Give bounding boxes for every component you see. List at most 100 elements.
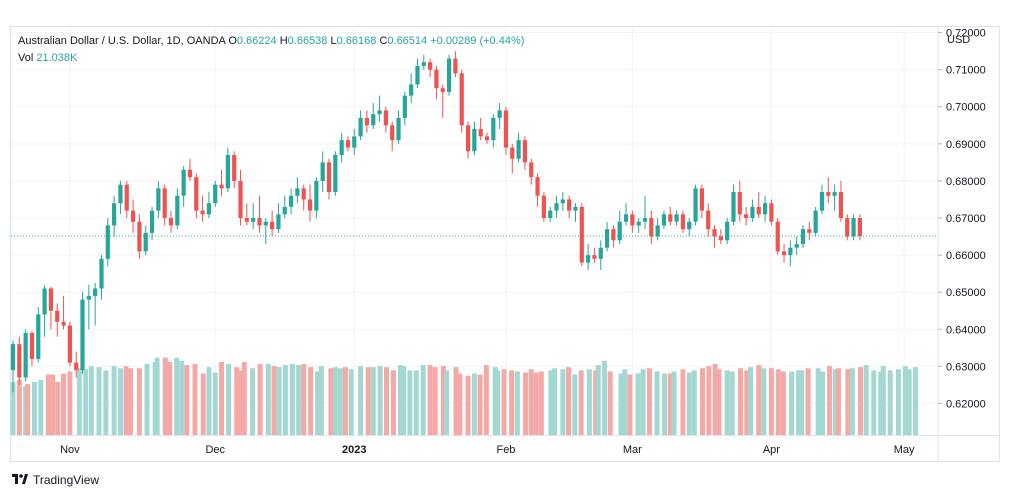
volume-bar	[548, 370, 554, 435]
volume-bar	[384, 367, 390, 435]
volume-bar	[465, 375, 471, 435]
volume-bar	[96, 367, 102, 435]
volume-bar	[31, 382, 37, 435]
candle	[288, 188, 294, 215]
volume-bar	[301, 363, 307, 435]
volume-bar	[38, 379, 44, 435]
volume-bar	[377, 366, 383, 435]
candle-body	[617, 221, 622, 241]
candle	[434, 65, 439, 100]
candle	[390, 121, 395, 152]
candle-body	[194, 177, 199, 211]
volume-bar	[578, 370, 584, 435]
candle-body	[851, 218, 856, 237]
candle	[345, 136, 351, 152]
legend-high: 0.66538	[287, 35, 328, 47]
volume-bar	[878, 371, 884, 435]
candle	[105, 218, 110, 267]
candle	[465, 121, 471, 159]
price-tick-label: 0.64000	[946, 324, 986, 336]
candle-body	[642, 218, 648, 222]
candle	[510, 143, 515, 174]
legend-symbol[interactable]: Australian Dollar / U.S. Dollar, 1D, OAN…	[18, 35, 226, 47]
volume-bar	[192, 363, 198, 435]
candle	[737, 180, 742, 222]
candle-body	[10, 344, 16, 371]
time-tick-label: Apr	[763, 444, 780, 456]
legend-close-label: C	[379, 35, 388, 47]
candle-body	[687, 221, 692, 230]
candle	[459, 69, 464, 133]
volume-bar	[671, 371, 677, 435]
volume-bar	[775, 369, 781, 435]
candle	[371, 103, 376, 129]
volume-bar	[420, 365, 426, 435]
candle-body	[143, 232, 148, 252]
candle	[478, 117, 483, 141]
candle	[383, 106, 388, 133]
volume-bar	[495, 370, 501, 435]
candle	[851, 214, 856, 241]
candle	[339, 132, 344, 163]
volume-bar	[401, 366, 407, 435]
volume-bar	[219, 361, 225, 435]
candle	[10, 340, 16, 393]
volume-bar	[257, 363, 263, 435]
volume-bar	[16, 379, 22, 435]
candle	[194, 173, 199, 219]
candle-body	[428, 62, 433, 70]
candle	[674, 210, 679, 226]
legend-vol-label[interactable]: Vol	[18, 52, 34, 64]
candle-body	[409, 84, 414, 96]
volume-bar	[265, 363, 271, 435]
candle-body	[23, 333, 28, 378]
volume-bar	[768, 368, 774, 435]
candle	[333, 151, 338, 196]
candle-body	[503, 110, 509, 148]
tradingview-logo-icon	[12, 474, 28, 484]
price-tick-label: 0.68000	[946, 176, 986, 188]
candle-body	[339, 140, 344, 155]
candle	[270, 210, 275, 237]
volume-bar	[61, 373, 67, 435]
volume-bar	[328, 368, 334, 435]
candle	[529, 158, 534, 185]
volume-bar	[342, 367, 348, 435]
candle-body	[838, 192, 844, 219]
volume-bar	[880, 366, 886, 435]
volume-bar	[538, 371, 544, 435]
tradingview-logo[interactable]: TradingView	[12, 473, 99, 487]
volume-bar	[212, 372, 218, 435]
candle-body	[162, 188, 167, 219]
volume-bar	[789, 371, 795, 435]
candle-body	[744, 214, 749, 219]
volume-bar	[662, 373, 668, 435]
price-tick-label: 0.67000	[946, 213, 986, 225]
price-axis: 0.72000 0.71000 0.70000 0.69000 0.68000 0.670…	[938, 28, 986, 410]
candle	[491, 114, 496, 148]
candle-body	[661, 214, 667, 226]
candle	[794, 236, 799, 256]
candle	[781, 243, 787, 263]
volume-bar	[206, 367, 212, 435]
candle-body	[630, 214, 635, 226]
candle-body	[567, 199, 572, 211]
volume-bar	[686, 372, 692, 435]
volume-bar	[492, 367, 498, 435]
candle	[560, 192, 565, 211]
legend-ohlc: Australian Dollar / U.S. Dollar, 1D, OAN…	[18, 35, 524, 47]
candle-body	[832, 192, 837, 196]
candle-body	[377, 110, 382, 115]
volume-bar	[509, 370, 515, 435]
candle	[358, 110, 363, 141]
candle	[263, 218, 268, 244]
currency-label[interactable]: USD	[947, 34, 971, 46]
candle-body	[118, 184, 123, 204]
candle	[567, 195, 572, 219]
candle-body	[181, 169, 186, 196]
candle-body	[731, 192, 736, 222]
candle-body	[314, 180, 319, 211]
candle-body	[529, 162, 534, 178]
candle-body	[402, 95, 407, 118]
